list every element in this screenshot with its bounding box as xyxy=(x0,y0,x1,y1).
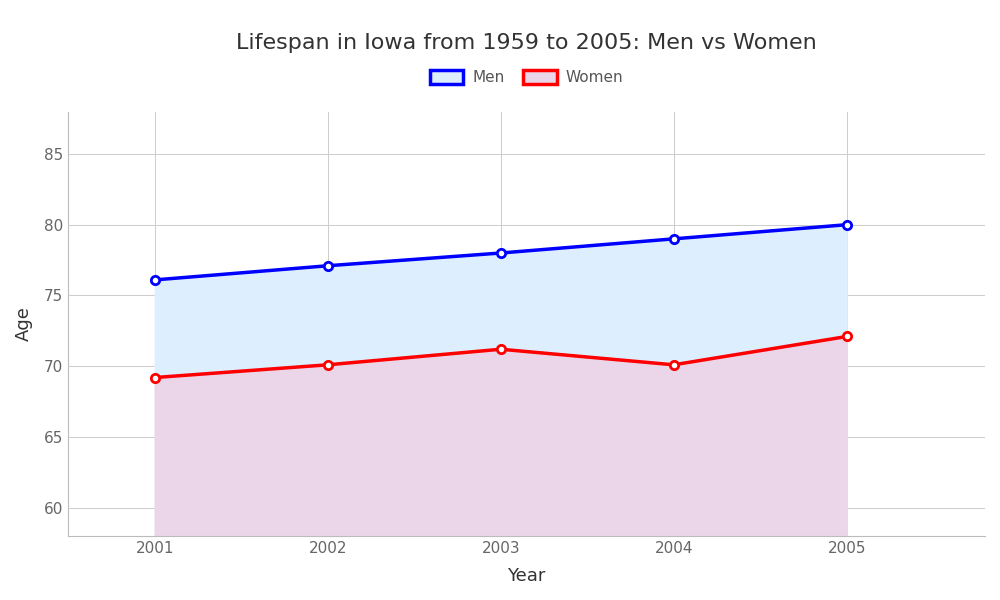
Y-axis label: Age: Age xyxy=(15,307,33,341)
Legend: Men, Women: Men, Women xyxy=(424,64,630,91)
Title: Lifespan in Iowa from 1959 to 2005: Men vs Women: Lifespan in Iowa from 1959 to 2005: Men … xyxy=(236,33,817,53)
X-axis label: Year: Year xyxy=(507,567,546,585)
